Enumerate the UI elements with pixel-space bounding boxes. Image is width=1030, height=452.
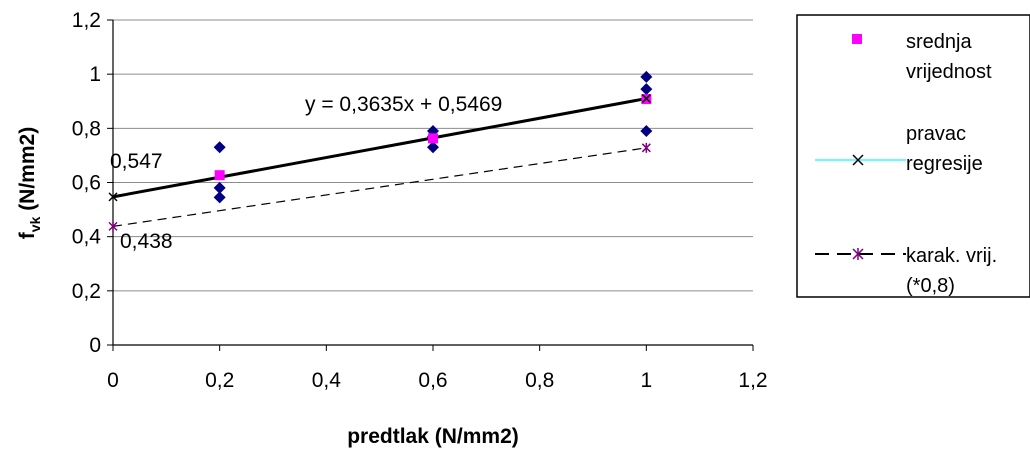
data-point-diamond	[213, 141, 226, 154]
y-axis-title: fvk (N/mm2)	[16, 127, 43, 239]
y-axis-title-rest: (N/mm2)	[16, 127, 39, 217]
series-lines	[112, 97, 647, 227]
grid-lines	[113, 19, 753, 292]
data-point-diamond	[427, 141, 439, 154]
legend-label-mean-1: srednja	[906, 31, 972, 53]
data-point-diamond	[640, 83, 653, 96]
legend-box	[796, 14, 1030, 298]
characteristic-line	[112, 147, 647, 227]
axes	[107, 19, 754, 351]
legend-label-char-2: (*0,8)	[906, 275, 955, 297]
legend-label-regression-2: regresije	[906, 153, 983, 175]
data-points	[108, 70, 653, 232]
legend-label-mean-2: vrijednost	[906, 61, 992, 83]
legend: srednja vrijednost pravac regresije kara…	[796, 14, 1030, 298]
data-point-mean	[214, 170, 225, 181]
legend-label-regression-1: pravac	[906, 123, 966, 145]
marker-stroke	[641, 94, 651, 104]
data-point-characteristic	[641, 142, 651, 153]
data-point-diamond	[640, 125, 653, 138]
legend-marker-regression	[852, 154, 864, 166]
x-tick-label: 1	[640, 369, 652, 392]
legend-label-char-1: karak. vrij.	[906, 245, 997, 267]
y-axis-title-sub: vk	[27, 216, 43, 232]
x-tick-label: 0,2	[205, 369, 234, 392]
y-tick-label: 1	[89, 63, 101, 86]
x-tick-label: 0,6	[418, 369, 447, 392]
intercept-char-label: 0,438	[120, 230, 173, 253]
data-point-characteristic	[108, 221, 118, 232]
tick-labels: 0 0,2 0,4 0,6 0,8 1 1,2 0 0,2 0,4 0,6 0,8 1 1,2	[72, 9, 768, 392]
legend-marker-char	[852, 248, 864, 260]
y-tick-label: 0,8	[72, 117, 101, 140]
y-tick-label: 1,2	[72, 9, 101, 32]
data-point-diamond	[640, 70, 653, 83]
equation-label: y = 0,3635x + 0,5469	[305, 93, 502, 116]
data-point-diamond	[213, 191, 226, 204]
legend-marker-mean	[852, 34, 862, 44]
x-tick-label: 0,8	[525, 369, 554, 392]
y-tick-label: 0,4	[72, 226, 102, 249]
data-point-mean	[428, 133, 438, 144]
data-point-regression	[108, 192, 118, 202]
y-axis-title-main: f	[16, 231, 39, 239]
intercept-mean-label: 0,547	[110, 150, 163, 173]
y-tick-label: 0,2	[72, 280, 101, 303]
y-tick-label: 0	[89, 334, 101, 357]
x-tick-label: 1,2	[738, 369, 767, 392]
regression-line	[112, 97, 647, 199]
x-tick-label: 0	[107, 369, 119, 392]
x-axis-title: predtlak (N/mm2)	[347, 425, 519, 448]
data-point-diamond	[213, 181, 226, 194]
marker-stroke	[108, 192, 118, 202]
data-point-regression	[641, 94, 651, 104]
y-tick-label: 0,6	[72, 172, 101, 195]
x-tick-label: 0,4	[312, 369, 342, 392]
